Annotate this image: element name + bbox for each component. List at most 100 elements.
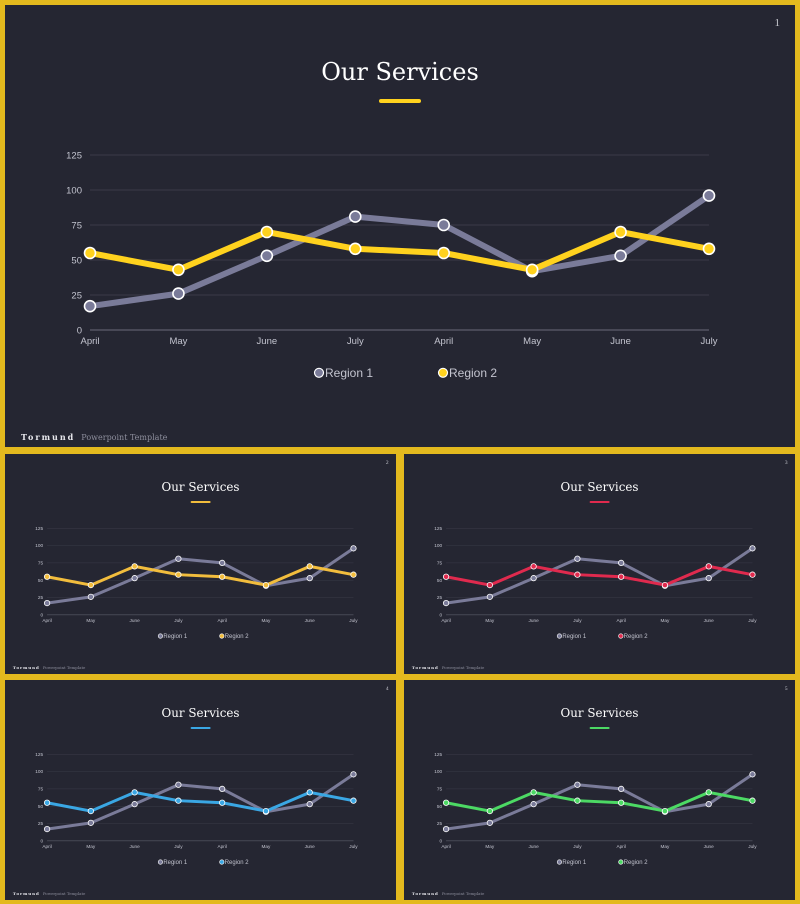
x-tick-label: July — [573, 618, 582, 623]
data-point-region-1 — [350, 771, 357, 778]
x-tick-label: July — [748, 844, 757, 849]
data-point-region-1 — [618, 559, 625, 567]
x-tick-label: April — [441, 844, 450, 849]
x-tick-label: April — [80, 336, 99, 347]
data-point-region-1 — [219, 785, 226, 793]
y-tick-label: 0 — [41, 613, 44, 618]
footer-subtitle: Powerpoint Template — [441, 891, 485, 897]
y-tick-label: 100 — [434, 769, 442, 774]
data-point-region-2 — [262, 807, 270, 815]
data-point-region-2 — [705, 789, 712, 796]
data-point-region-2 — [614, 225, 627, 239]
legend-label: Region 1 — [163, 860, 187, 866]
x-tick-label: July — [349, 844, 358, 849]
data-point-region-1 — [614, 249, 627, 263]
x-tick-label: May — [661, 618, 671, 623]
y-tick-label: 100 — [35, 769, 43, 774]
data-point-region-2 — [442, 799, 450, 806]
y-tick-label: 125 — [434, 526, 442, 531]
x-tick-label: June — [305, 844, 316, 849]
x-tick-label: July — [701, 336, 718, 347]
slide-footer: Tormund Powerpoint Template — [21, 432, 167, 442]
series-line-region-1 — [87, 192, 712, 310]
data-point-region-2 — [219, 573, 226, 580]
slide-4: 4 Our Services 0 25 50 75 100 125 April May June Ju… — [5, 680, 396, 900]
data-point-region-1 — [131, 575, 138, 582]
x-tick-label: June — [704, 844, 715, 849]
data-point-region-1 — [749, 545, 756, 552]
y-tick-label: 100 — [35, 543, 43, 548]
title-accent-bar — [190, 726, 211, 729]
slide-number: 3 — [784, 459, 788, 466]
y-tick-label: 75 — [437, 787, 443, 792]
data-point-region-2 — [661, 581, 669, 589]
x-tick-label: May — [262, 618, 272, 623]
data-point-region-2 — [175, 571, 182, 578]
data-point-region-1 — [530, 575, 537, 582]
line-chart: 0 25 50 75 100 125 April May June July April May Jun… — [35, 752, 358, 866]
slide-title: Our Services — [321, 58, 479, 86]
slide-number: 1 — [774, 17, 781, 29]
y-tick-label: 50 — [437, 804, 443, 809]
data-point-region-1 — [87, 819, 94, 826]
legend-marker — [313, 367, 325, 378]
legend-marker — [556, 633, 562, 639]
data-point-region-2 — [525, 263, 539, 277]
x-tick-label: April — [616, 618, 625, 623]
y-tick-label: 100 — [66, 185, 82, 196]
series-line-region-1 — [45, 772, 355, 831]
data-point-region-1 — [574, 555, 581, 562]
y-tick-label: 0 — [440, 839, 443, 844]
slide-number: 5 — [784, 685, 788, 692]
y-tick-label: 50 — [71, 255, 82, 266]
data-point-region-2 — [486, 807, 493, 815]
series-line-region-2 — [444, 790, 754, 813]
data-point-region-1 — [172, 287, 185, 300]
data-point-region-2 — [43, 799, 51, 806]
line-chart: 0 25 50 75 100 125 April May June July April May Jun… — [434, 752, 757, 866]
y-tick-label: 50 — [38, 804, 44, 809]
data-point-region-2 — [306, 789, 313, 796]
slide-number: 2 — [385, 459, 389, 466]
data-point-region-1 — [348, 210, 362, 223]
data-point-region-2 — [131, 563, 138, 570]
series-line-region-2 — [45, 790, 355, 813]
data-point-region-2 — [43, 573, 51, 580]
footer-brand: Tormund — [12, 665, 40, 671]
legend-label: Region 2 — [624, 860, 648, 866]
data-point-region-1 — [574, 781, 581, 788]
x-tick-label: June — [704, 618, 715, 623]
slide-3: 3 Our Services 0 25 50 75 100 125 April May June Ju… — [404, 454, 795, 674]
x-tick-label: May — [86, 618, 96, 623]
series-line-region-2 — [87, 229, 712, 273]
series-line-region-2 — [45, 564, 355, 587]
slide-number: 4 — [385, 685, 389, 692]
data-point-region-2 — [530, 789, 537, 796]
data-point-region-2 — [574, 797, 581, 804]
x-tick-label: June — [305, 618, 316, 623]
data-point-region-2 — [437, 246, 451, 260]
data-point-region-1 — [486, 819, 493, 826]
x-tick-label: July — [347, 336, 364, 347]
data-point-region-1 — [705, 801, 712, 808]
y-tick-label: 75 — [38, 787, 44, 792]
footer-brand: Tormund — [411, 891, 439, 897]
data-point-region-2 — [87, 581, 94, 589]
legend-marker — [157, 859, 163, 865]
y-tick-label: 25 — [437, 595, 443, 600]
legend-label: Region 2 — [449, 366, 497, 380]
data-point-region-2 — [83, 246, 97, 260]
footer-subtitle: Powerpoint Template — [441, 665, 485, 671]
slide-title: Our Services — [560, 479, 639, 494]
x-tick-label: April — [441, 618, 450, 623]
series-line-region-1 — [45, 546, 355, 605]
data-point-region-2 — [175, 797, 182, 804]
y-tick-label: 0 — [77, 325, 82, 336]
y-tick-label: 125 — [35, 752, 43, 757]
data-point-region-1 — [175, 781, 182, 788]
y-tick-label: 125 — [35, 526, 43, 531]
data-point-region-1 — [131, 801, 138, 808]
legend-marker — [618, 859, 624, 865]
footer-subtitle: Powerpoint Template — [81, 433, 168, 442]
data-point-region-2 — [702, 242, 716, 256]
